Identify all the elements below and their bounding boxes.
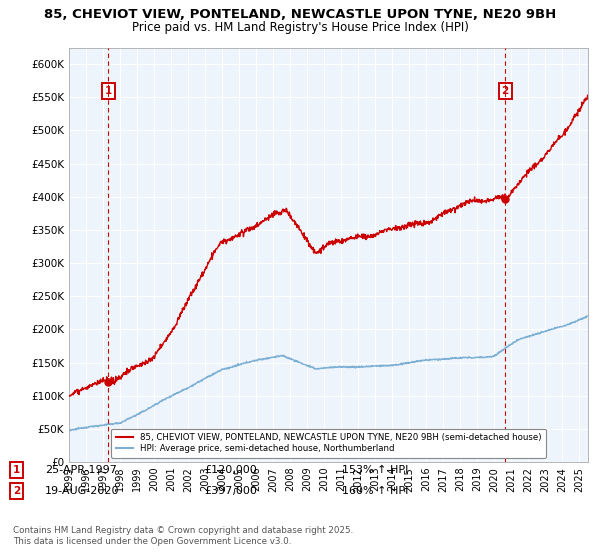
Text: Contains HM Land Registry data © Crown copyright and database right 2025.
This d: Contains HM Land Registry data © Crown c… (13, 526, 353, 546)
Text: £397,000: £397,000 (204, 486, 257, 496)
Text: 1: 1 (13, 465, 20, 475)
Text: 160% ↑ HPI: 160% ↑ HPI (342, 486, 409, 496)
Legend: 85, CHEVIOT VIEW, PONTELAND, NEWCASTLE UPON TYNE, NE20 9BH (semi-detached house): 85, CHEVIOT VIEW, PONTELAND, NEWCASTLE U… (112, 428, 545, 458)
Text: 25-APR-1997: 25-APR-1997 (45, 465, 117, 475)
Text: 85, CHEVIOT VIEW, PONTELAND, NEWCASTLE UPON TYNE, NE20 9BH: 85, CHEVIOT VIEW, PONTELAND, NEWCASTLE U… (44, 8, 556, 21)
Text: 2: 2 (502, 86, 509, 96)
Text: 19-AUG-2020: 19-AUG-2020 (45, 486, 119, 496)
Text: Price paid vs. HM Land Registry's House Price Index (HPI): Price paid vs. HM Land Registry's House … (131, 21, 469, 34)
Text: 1: 1 (105, 86, 112, 96)
Text: 2: 2 (13, 486, 20, 496)
Text: £120,000: £120,000 (204, 465, 257, 475)
Text: 153% ↑ HPI: 153% ↑ HPI (342, 465, 409, 475)
